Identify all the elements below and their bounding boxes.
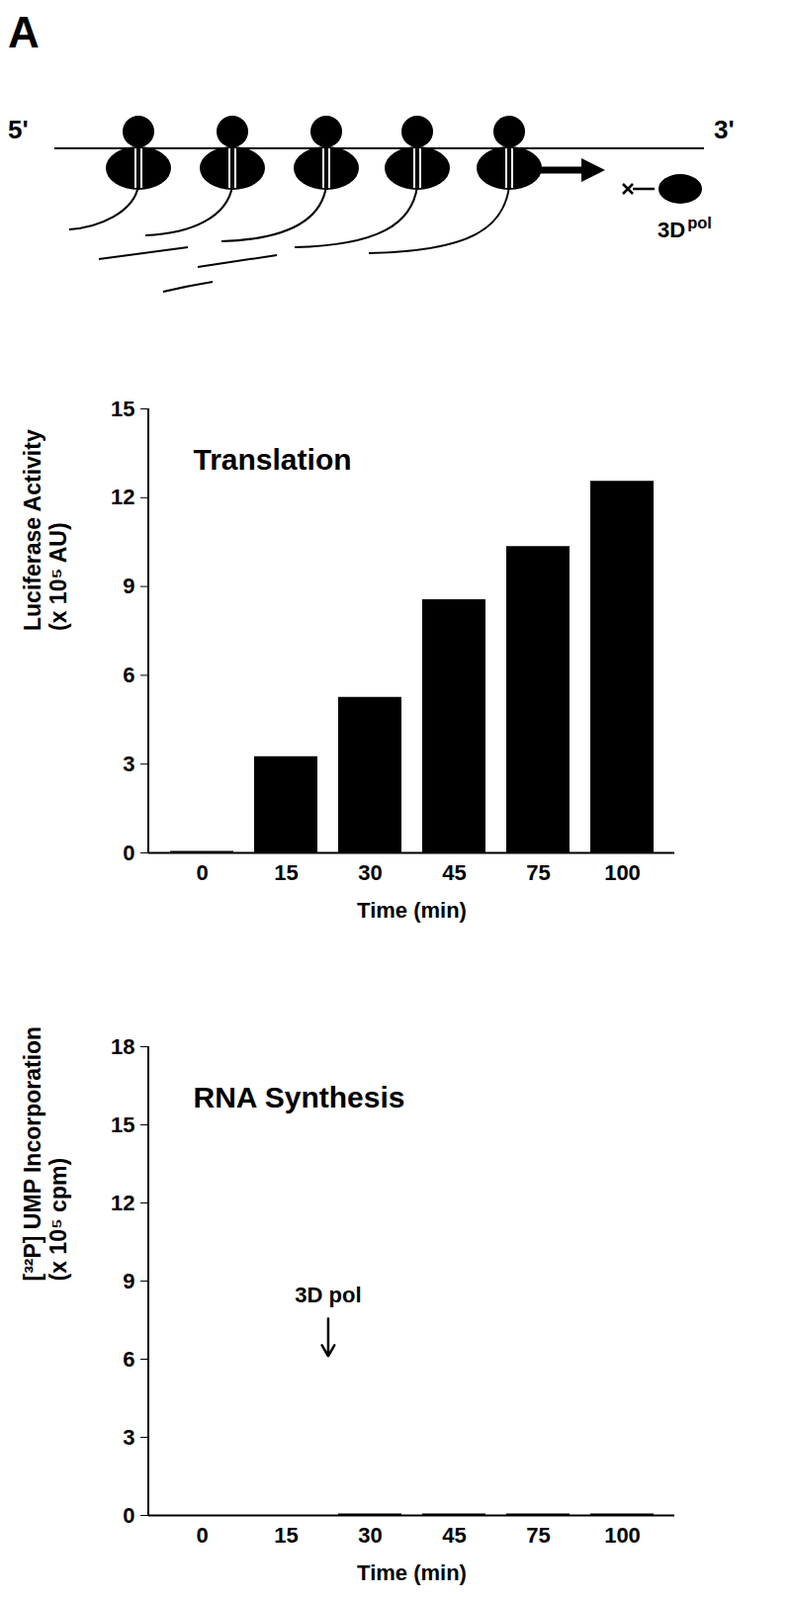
svg-text:Luciferase Activity(x 10⁵ AU): Luciferase Activity(x 10⁵ AU): [19, 429, 72, 631]
svg-text:5': 5': [7, 114, 29, 145]
svg-text:100: 100: [604, 860, 641, 885]
svg-text:15: 15: [110, 1112, 135, 1138]
svg-text:45: 45: [441, 860, 466, 885]
svg-text:30: 30: [357, 1522, 382, 1548]
svg-text:0: 0: [122, 840, 135, 866]
svg-text:3: 3: [122, 751, 135, 777]
svg-text:100: 100: [604, 1522, 641, 1548]
svg-text:9: 9: [122, 1268, 135, 1294]
svg-text:3': 3': [713, 114, 735, 145]
svg-text:A: A: [7, 7, 40, 57]
svg-text:12: 12: [110, 1190, 135, 1216]
svg-text:3D pol: 3D pol: [294, 1282, 361, 1308]
svg-text:9: 9: [122, 573, 135, 599]
svg-text:18: 18: [110, 1034, 135, 1059]
svg-text:75: 75: [526, 860, 550, 885]
svg-text:0: 0: [122, 1502, 135, 1528]
svg-text:0: 0: [195, 1522, 208, 1548]
svg-text:Translation: Translation: [193, 442, 352, 476]
svg-text:3: 3: [122, 1424, 135, 1450]
svg-text:6: 6: [122, 1346, 135, 1372]
svg-text:15: 15: [110, 396, 135, 422]
svg-text:15: 15: [273, 860, 298, 885]
svg-text:6: 6: [122, 662, 135, 688]
svg-text:15: 15: [273, 1522, 298, 1548]
svg-text:Time (min): Time (min): [356, 1560, 467, 1585]
svg-text:12: 12: [110, 484, 135, 510]
svg-text:[³²P] UMP Incorporation(x 10⁵: [³²P] UMP Incorporation(x 10⁵ cpm): [19, 1026, 72, 1282]
svg-text:Time (min): Time (min): [356, 897, 467, 923]
svg-text:3Dpol: 3Dpol: [657, 213, 712, 243]
svg-text:75: 75: [526, 1522, 550, 1548]
svg-text:45: 45: [441, 1522, 466, 1548]
svg-text:30: 30: [357, 860, 382, 885]
svg-text:RNA Synthesis: RNA Synthesis: [193, 1080, 406, 1114]
svg-text:0: 0: [195, 860, 208, 885]
